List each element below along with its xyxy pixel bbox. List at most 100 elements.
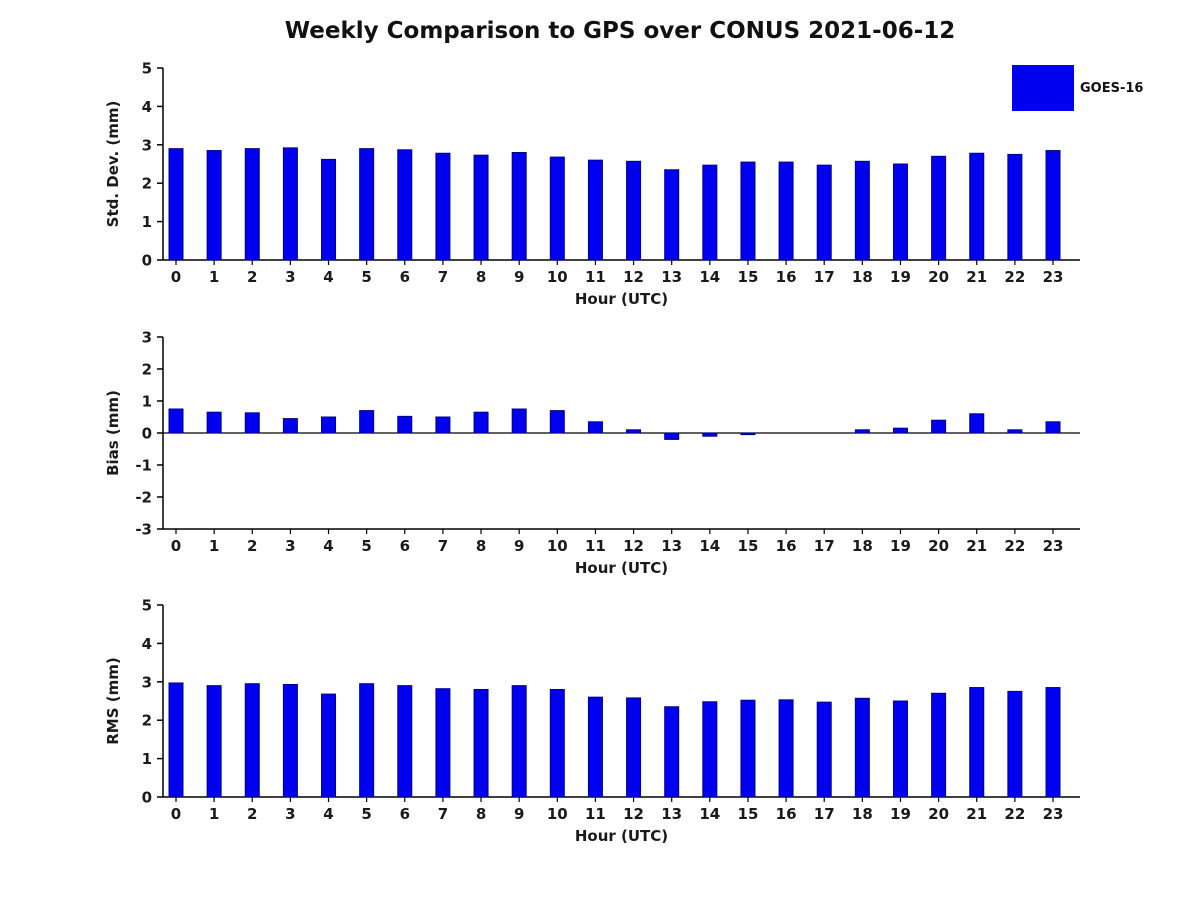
legend: GOES-16 (1012, 65, 1143, 111)
x-tick-label: 4 (323, 805, 333, 823)
x-tick-label: 5 (361, 268, 371, 286)
y-tick-label: 1 (142, 213, 152, 231)
y-tick-label: 3 (142, 136, 152, 154)
bar-hour-5 (359, 683, 375, 798)
y-tick-label: 4 (142, 98, 152, 116)
bar-hour-12 (626, 160, 642, 261)
y-tick-label: 2 (142, 712, 152, 730)
y-axis-label: Bias (mm) (104, 390, 122, 476)
x-tick-label: 18 (852, 537, 873, 555)
bar-hour-1 (206, 411, 222, 434)
bar-hour-4 (321, 416, 337, 434)
bar-hour-14 (702, 701, 718, 798)
bar-hour-19 (892, 700, 908, 798)
y-tick-label: 0 (142, 425, 152, 443)
x-tick-label: 9 (514, 805, 524, 823)
x-tick-label: 12 (623, 537, 644, 555)
bar-hour-12 (626, 429, 642, 434)
bar-hour-7 (435, 416, 451, 434)
x-tick-label: 23 (1043, 805, 1064, 823)
y-tick-label: 5 (142, 597, 152, 615)
x-tick-label: 10 (547, 537, 568, 555)
bar-hour-0 (168, 148, 184, 261)
x-tick-label: 3 (285, 537, 295, 555)
x-tick-label: 16 (776, 805, 797, 823)
x-tick-label: 14 (699, 805, 720, 823)
y-tick-label: -1 (135, 457, 152, 475)
x-tick-label: 8 (476, 268, 486, 286)
bar-hour-1 (206, 150, 222, 261)
chart-title: Weekly Comparison to GPS over CONUS 2021… (284, 18, 956, 44)
y-tick-label: 0 (142, 252, 152, 270)
y-tick-label: 0 (142, 789, 152, 807)
bar-hour-18 (854, 697, 870, 798)
bar-hour-13 (664, 432, 680, 440)
x-tick-label: 21 (966, 268, 987, 286)
x-tick-label: 15 (738, 805, 759, 823)
bar-hour-9 (511, 408, 527, 434)
bar-hour-18 (854, 429, 870, 434)
x-tick-label: 10 (547, 805, 568, 823)
bar-hour-23 (1045, 687, 1061, 798)
x-tick-label: 20 (928, 268, 949, 286)
y-tick-label: 4 (142, 635, 152, 653)
bar-hour-0 (168, 408, 184, 434)
bar-hour-3 (282, 147, 298, 261)
bar-hour-9 (511, 151, 527, 261)
bar-hour-10 (549, 156, 565, 261)
x-tick-label: 8 (476, 537, 486, 555)
x-tick-label: 14 (699, 537, 720, 555)
x-tick-label: 1 (209, 805, 219, 823)
x-tick-label: 17 (814, 268, 835, 286)
bar-hour-22 (1007, 429, 1023, 434)
bar-hour-18 (854, 160, 870, 261)
bar-hour-8 (473, 411, 489, 434)
bar-hour-22 (1007, 690, 1023, 798)
bar-hour-4 (321, 158, 337, 261)
bar-hour-8 (473, 688, 489, 798)
bar-hour-20 (931, 692, 947, 798)
bar-hour-21 (969, 413, 985, 434)
x-tick-label: 11 (585, 537, 606, 555)
bar-hour-4 (321, 693, 337, 798)
y-axis-label: Std. Dev. (mm) (104, 101, 122, 228)
x-tick-label: 16 (776, 268, 797, 286)
bar-hour-2 (244, 148, 260, 261)
bar-hour-3 (282, 683, 298, 798)
x-tick-label: 19 (890, 268, 911, 286)
x-tick-label: 11 (585, 805, 606, 823)
x-tick-label: 7 (438, 805, 448, 823)
x-tick-label: 21 (966, 805, 987, 823)
bar-hour-15 (740, 699, 756, 798)
bar-hour-23 (1045, 150, 1061, 261)
bar-hour-6 (397, 149, 413, 261)
y-tick-label: 1 (142, 393, 152, 411)
bar-hour-11 (587, 696, 603, 798)
bar-hour-22 (1007, 153, 1023, 261)
bar-hour-20 (931, 419, 947, 434)
bar-hour-13 (664, 169, 680, 261)
legend-swatch-goes16 (1012, 65, 1074, 111)
bar-hour-10 (549, 410, 565, 434)
x-tick-label: 7 (438, 537, 448, 555)
bar-hour-12 (626, 697, 642, 798)
x-tick-label: 23 (1043, 537, 1064, 555)
x-axis-label: Hour (UTC) (575, 290, 668, 308)
x-tick-label: 22 (1004, 268, 1025, 286)
bar-hour-17 (816, 701, 832, 798)
x-tick-label: 7 (438, 268, 448, 286)
bar-hour-17 (816, 164, 832, 261)
bar-hour-20 (931, 155, 947, 261)
x-tick-label: 15 (738, 537, 759, 555)
bar-hour-11 (587, 159, 603, 261)
x-tick-label: 1 (209, 268, 219, 286)
x-tick-label: 23 (1043, 268, 1064, 286)
x-tick-label: 4 (323, 268, 333, 286)
x-tick-label: 16 (776, 537, 797, 555)
x-tick-label: 4 (323, 537, 333, 555)
bar-hour-5 (359, 410, 375, 434)
bar-hour-14 (702, 432, 718, 437)
